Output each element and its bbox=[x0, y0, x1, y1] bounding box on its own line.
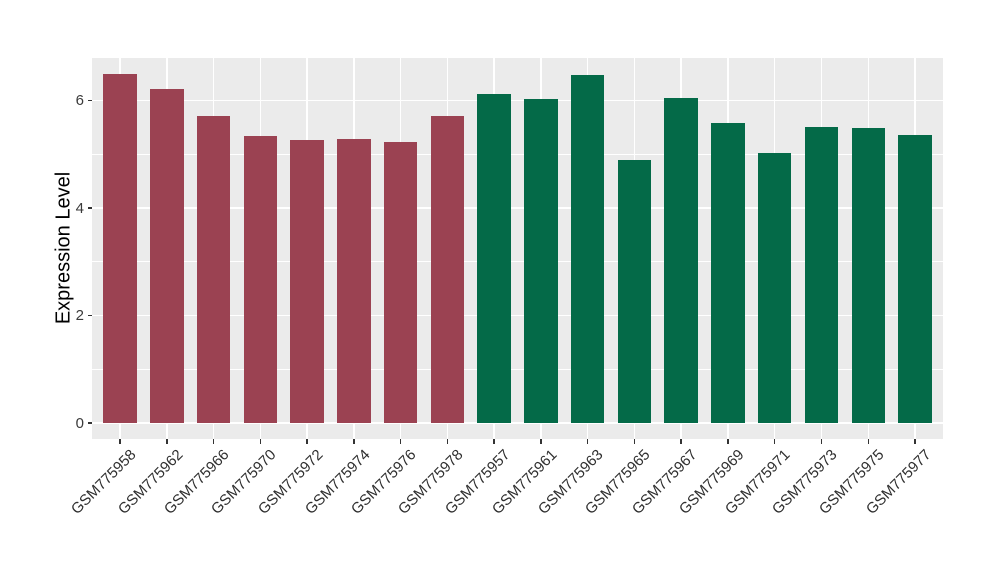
bar-GSM775969 bbox=[711, 123, 745, 423]
x-axis-tick bbox=[119, 439, 121, 444]
y-axis-tick bbox=[87, 314, 92, 317]
x-axis-tick bbox=[773, 439, 776, 444]
bar-GSM775973 bbox=[804, 127, 839, 423]
y-axis-tick bbox=[87, 422, 92, 424]
bar-GSM775962 bbox=[150, 88, 184, 423]
gridline-major-y0 bbox=[92, 422, 943, 424]
gridline-minor-y1 bbox=[92, 368, 943, 370]
bar-GSM775958 bbox=[103, 74, 137, 423]
gridline-major-y6 bbox=[92, 99, 943, 102]
x-axis-tick bbox=[166, 439, 168, 444]
bar-GSM775965 bbox=[617, 160, 652, 423]
bar-GSM775972 bbox=[290, 140, 324, 423]
x-axis-tick bbox=[399, 439, 402, 444]
bar-GSM775975 bbox=[851, 128, 885, 423]
y-tick-label-6: 6 bbox=[75, 92, 84, 109]
gridline-minor-y3 bbox=[92, 261, 943, 263]
x-axis-tick bbox=[586, 439, 589, 444]
gridline-major-y4 bbox=[92, 207, 943, 209]
x-axis-tick bbox=[446, 439, 449, 444]
x-axis-tick bbox=[306, 439, 308, 444]
bar-GSM775978 bbox=[430, 115, 465, 423]
x-axis-tick bbox=[727, 439, 729, 444]
bar-GSM775967 bbox=[664, 98, 698, 423]
x-axis-tick bbox=[914, 439, 916, 444]
x-axis-tick bbox=[680, 439, 682, 444]
x-axis-tick bbox=[540, 439, 542, 444]
y-tick-label-4: 4 bbox=[75, 199, 84, 217]
bar-GSM775977 bbox=[898, 135, 932, 423]
x-axis-tick bbox=[867, 439, 869, 444]
y-axis-tick bbox=[87, 207, 92, 209]
x-axis-tick bbox=[633, 439, 636, 444]
gridline-major-y2 bbox=[92, 314, 943, 317]
x-axis-tick bbox=[353, 439, 355, 444]
bar-GSM775957 bbox=[477, 94, 511, 423]
y-tick-label-2: 2 bbox=[75, 307, 84, 324]
x-axis-tick bbox=[820, 439, 823, 444]
x-axis-tick bbox=[259, 439, 262, 444]
bar-GSM775963 bbox=[570, 75, 605, 423]
gridline-minor-y5 bbox=[92, 153, 943, 155]
y-axis-title: Expression Level bbox=[52, 171, 75, 325]
y-axis-tick bbox=[87, 99, 92, 102]
bar-GSM775961 bbox=[524, 99, 558, 423]
x-axis-tick bbox=[493, 439, 495, 444]
bar-GSM775974 bbox=[337, 138, 371, 423]
x-axis-tick bbox=[212, 439, 215, 444]
bar-GSM775966 bbox=[196, 116, 231, 423]
bar-GSM775970 bbox=[243, 135, 278, 423]
bar-GSM775976 bbox=[383, 142, 418, 423]
bar-GSM775971 bbox=[757, 153, 792, 423]
plot-panel bbox=[92, 58, 943, 439]
y-tick-label-0: 0 bbox=[75, 414, 84, 432]
